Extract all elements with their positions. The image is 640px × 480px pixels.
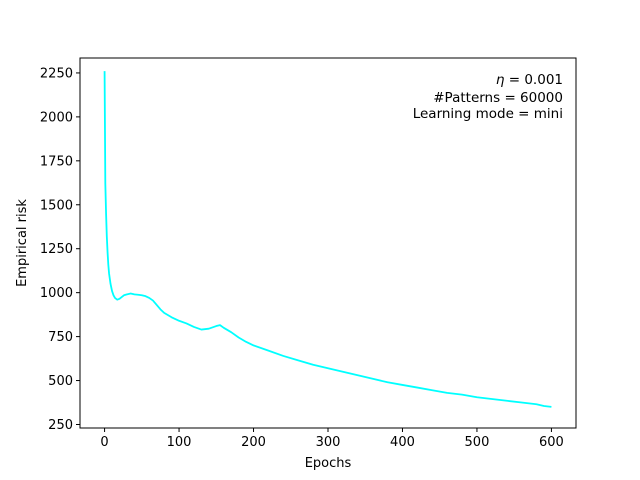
x-tick-label: 0 xyxy=(100,435,108,450)
y-tick-label: 1750 xyxy=(40,154,73,169)
x-tick-label: 600 xyxy=(539,435,564,450)
y-tick-label: 2000 xyxy=(40,110,73,125)
plot-area xyxy=(103,71,552,408)
x-tick-label: 200 xyxy=(241,435,266,450)
x-tick-label: 400 xyxy=(390,435,415,450)
x-tick-label: 100 xyxy=(167,435,192,450)
y-axis-ticks: 250 500 750 1000 1250 1500 1750 2000 2250 xyxy=(40,66,80,433)
x-tick-label: 500 xyxy=(465,435,490,450)
y-tick-label: 1250 xyxy=(40,242,73,257)
y-tick-label: 250 xyxy=(48,418,73,433)
annotation-learning-mode: Learning mode = mini xyxy=(413,106,563,122)
x-axis-ticks: 0 100 200 300 400 500 600 xyxy=(100,428,564,450)
x-axis-label: Epochs xyxy=(305,456,352,471)
y-tick-label: 2250 xyxy=(40,66,73,81)
annotation-patterns: #Patterns = 60000 xyxy=(433,90,563,106)
y-tick-label: 750 xyxy=(48,330,73,345)
annotation-box: η = 0.001 #Patterns = 60000 Learning mod… xyxy=(413,72,563,122)
y-axis-label: Empirical risk xyxy=(15,199,30,287)
y-tick-label: 1500 xyxy=(40,198,73,213)
annotation-eta: η = 0.001 xyxy=(496,72,563,88)
y-tick-label: 500 xyxy=(48,374,73,389)
series-line-0 xyxy=(103,71,552,408)
y-tick-label: 1000 xyxy=(40,286,73,301)
x-tick-label: 300 xyxy=(316,435,341,450)
